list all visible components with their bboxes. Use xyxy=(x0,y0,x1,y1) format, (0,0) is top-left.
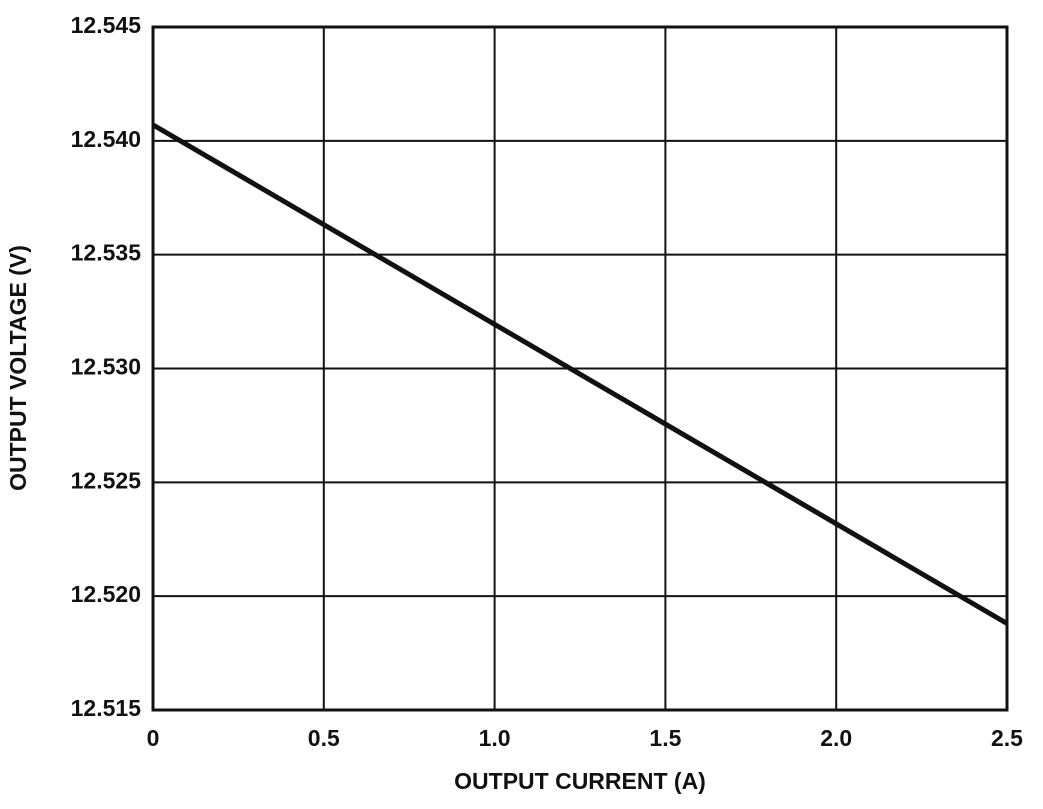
plot-frame xyxy=(151,25,1009,712)
x-tick-label: 0.5 xyxy=(308,725,340,751)
x-tick-label: 2.5 xyxy=(991,725,1023,751)
x-tick-label: 0 xyxy=(147,725,160,751)
y-tick-label: 12.540 xyxy=(71,126,141,152)
x-tick-label: 1.0 xyxy=(479,725,511,751)
x-tick-label: 2.0 xyxy=(820,725,852,751)
x-axis-label: OUTPUT CURRENT (A) xyxy=(454,768,706,794)
y-tick-label: 12.520 xyxy=(71,581,141,607)
y-tick-label: 12.530 xyxy=(71,354,141,380)
y-tick-label: 12.535 xyxy=(71,240,142,266)
y-tick-label: 12.515 xyxy=(71,695,142,721)
data-line xyxy=(151,122,1009,626)
y-axis-label: OUTPUT VOLTAGE (V) xyxy=(5,245,31,491)
y-tick-label: 12.545 xyxy=(71,12,142,38)
y-tick-label: 12.525 xyxy=(71,467,142,493)
x-tick-label: 1.5 xyxy=(649,725,681,751)
